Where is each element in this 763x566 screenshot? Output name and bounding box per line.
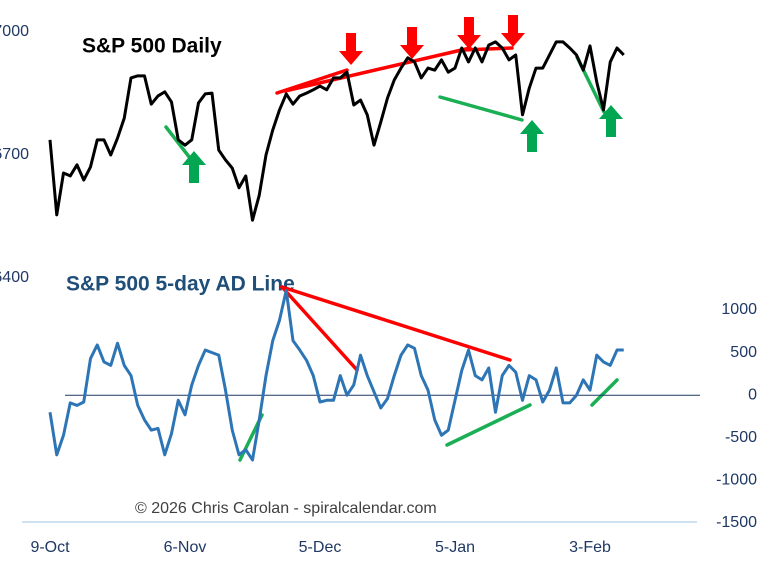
arrows <box>182 15 623 183</box>
annotations <box>164 46 619 462</box>
down-arrow <box>501 15 525 47</box>
down-arrow <box>339 33 363 65</box>
x-tick-label: 5-Jan <box>435 539 475 556</box>
trend-line <box>438 95 524 122</box>
price-title: S&P 500 Daily <box>82 35 222 58</box>
down-arrow <box>400 27 424 59</box>
x-tick-label: 3-Feb <box>569 539 611 556</box>
trend-line <box>280 285 512 362</box>
trend-line <box>164 125 192 160</box>
series-line <box>48 288 624 462</box>
x-tick-label: 5-Dec <box>299 539 342 556</box>
ad-title: S&P 500 5-day AD Line <box>66 273 295 296</box>
y2-tick-label: -500 <box>725 429 757 446</box>
series-line <box>48 40 625 222</box>
y2-tick-label: -1500 <box>716 514 757 531</box>
y2-tick-label: 500 <box>730 344 757 361</box>
copyright: © 2026 Chris Carolan - spiralcalendar.co… <box>135 500 437 517</box>
down-arrow <box>457 17 481 49</box>
trend-line <box>445 403 532 447</box>
y-tick-label: 6700 <box>0 146 29 163</box>
up-arrow <box>599 105 623 137</box>
trend-line <box>590 378 619 407</box>
up-arrow <box>520 120 544 152</box>
y-tick-label: 6400 <box>0 269 29 286</box>
trend-line <box>280 285 359 372</box>
y2-tick-label: -1000 <box>716 472 757 489</box>
x-tick-label: 9-Oct <box>30 539 70 556</box>
y2-tick-label: 0 <box>748 386 757 403</box>
trend-line <box>283 46 472 93</box>
y2-tick-label: 1000 <box>721 301 757 318</box>
up-arrow <box>182 151 206 183</box>
x-tick-label: 6-Nov <box>164 539 207 556</box>
